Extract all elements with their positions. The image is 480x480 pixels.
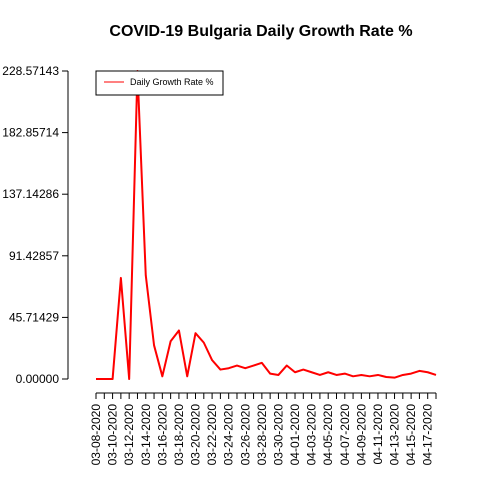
x-tick-label: 04-13-2020 bbox=[388, 404, 402, 466]
y-tick-label: 45.71429 bbox=[9, 310, 59, 324]
x-tick-label: 03-26-2020 bbox=[238, 404, 252, 466]
x-tick-label: 04-03-2020 bbox=[305, 404, 319, 466]
x-tick-label: 03-28-2020 bbox=[255, 404, 269, 466]
x-ticks: 03-08-2020 03-10-2020 03-12-2020 03-14-2020… bbox=[89, 393, 437, 466]
y-tick-label: 0.00000 bbox=[16, 372, 60, 386]
legend-box bbox=[95, 70, 224, 96]
x-tick-label: 04-17-2020 bbox=[421, 404, 435, 466]
x-tick-label: 03-14-2020 bbox=[139, 404, 153, 466]
x-tick-label: 03-20-2020 bbox=[189, 404, 203, 466]
x-tick-label: 03-22-2020 bbox=[205, 404, 219, 466]
x-tick-label: 04-11-2020 bbox=[371, 404, 385, 465]
legend-label: Daily Growth Rate % bbox=[130, 77, 214, 87]
chart-title: COVID-19 Bulgaria Daily Growth Rate % bbox=[109, 23, 412, 40]
x-tick-label: 04-01-2020 bbox=[288, 404, 302, 466]
x-tick-label: 03-18-2020 bbox=[172, 404, 186, 466]
y-tick-label: 182.85714 bbox=[2, 126, 59, 140]
y-tick-label: 137.14286 bbox=[2, 187, 59, 201]
x-tick-label: 04-09-2020 bbox=[354, 404, 368, 466]
x-tick-label: 04-05-2020 bbox=[321, 404, 335, 466]
series-line bbox=[96, 70, 437, 380]
legend: Daily Growth Rate % bbox=[95, 70, 224, 96]
x-tick-label: 04-15-2020 bbox=[404, 404, 418, 466]
x-tick-label: 04-07-2020 bbox=[338, 404, 352, 466]
x-tick-label: 03-08-2020 bbox=[89, 404, 103, 466]
y-ticks: 0.00000 45.71429 91.42857 137.14286 182.8571… bbox=[2, 64, 68, 386]
y-tick-label: 228.57143 bbox=[2, 64, 59, 78]
x-tick-label: 03-16-2020 bbox=[155, 404, 169, 466]
x-tick-label: 03-12-2020 bbox=[122, 404, 136, 466]
x-tick-label: 03-30-2020 bbox=[271, 404, 285, 466]
x-tick-label: 03-10-2020 bbox=[106, 404, 120, 466]
x-tick-label: 03-24-2020 bbox=[222, 404, 236, 466]
y-tick-label: 91.42857 bbox=[9, 249, 59, 263]
